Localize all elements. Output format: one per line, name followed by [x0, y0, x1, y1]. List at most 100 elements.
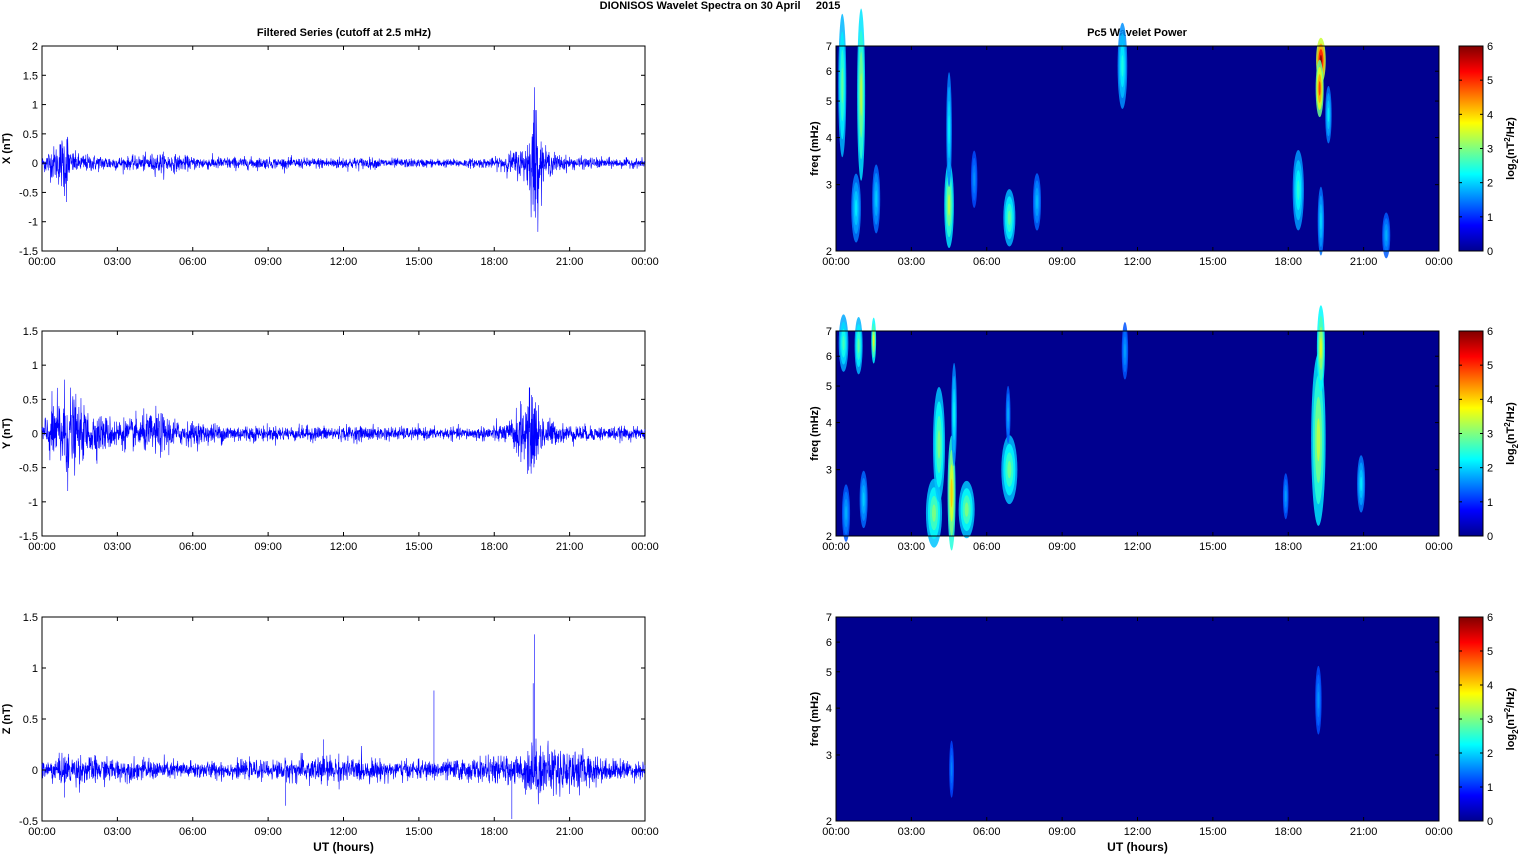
y-tick-label: 1 [32, 663, 38, 675]
colorbar-tick-label: 6 [1487, 41, 1493, 53]
figure-title: DIONISOS Wavelet Spectra on 30 April 201… [600, 0, 841, 12]
colorbar-label: log2(nT2/Hz) [1503, 402, 1520, 465]
y-tick-label: 7 [826, 612, 832, 624]
y-tick-label: 3 [826, 750, 832, 762]
power-feature [873, 334, 875, 347]
y-tick-label: 0.5 [23, 714, 38, 726]
x-tick-label: 12:00 [1124, 826, 1152, 838]
x-tick-label: 00:00 [28, 826, 56, 838]
x-tick-label: 06:00 [179, 256, 207, 268]
power-feature [1320, 212, 1322, 230]
x-tick-label: 12:00 [330, 256, 358, 268]
power-feature [1385, 229, 1388, 242]
x-tick-label: 00:00 [822, 256, 850, 268]
x-tick-label: 12:00 [1124, 256, 1152, 268]
power-feature [842, 335, 845, 351]
y-tick-label: 0 [32, 765, 38, 777]
power-feature [1007, 407, 1009, 422]
x-tick-label: 18:00 [480, 541, 508, 553]
y-tick-label: 1 [32, 360, 38, 372]
y-tick-label: 7 [826, 41, 832, 53]
power-feature [1007, 461, 1012, 479]
y-tick-label: -0.5 [19, 463, 38, 475]
colorbar: 0 1 2 3 4 5 6 log2(nT2/Hz) [1458, 326, 1520, 543]
y-tick-label: 0.5 [23, 394, 38, 406]
colorbar-tick-label: 0 [1487, 816, 1493, 828]
x-tick-label: 12:00 [330, 541, 358, 553]
x-tick-label: 12:00 [330, 826, 358, 838]
y-tick-label: 4 [826, 703, 832, 715]
y-tick-label: 4 [826, 133, 832, 145]
y-tick-label: 1.5 [23, 70, 38, 82]
y-tick-label: 6 [826, 637, 832, 649]
plot-area [41, 616, 646, 822]
x-tick-label: 03:00 [104, 541, 132, 553]
series-trace-z [41, 634, 646, 819]
timeseries-panel-x: -1.5 -1 -0.5 0 0.5 1 1.5 2 00:00 03:00 06:00 09:00 1… [1, 41, 659, 268]
x-tick-label: 09:00 [254, 541, 282, 553]
colorbar: 0 1 2 3 4 5 6 log2(nT2/Hz) [1458, 612, 1520, 828]
colorbar-tick-label: 5 [1487, 75, 1493, 87]
power-feature [1007, 210, 1011, 225]
x-tick-label: 09:00 [1048, 541, 1076, 553]
power-feature [953, 401, 955, 428]
y-axis-label: freq (mHz) [809, 691, 821, 746]
colorbar-tick-label: 4 [1487, 394, 1493, 406]
left-column-title: Filtered Series (cutoff at 2.5 mHz) [257, 27, 432, 39]
y-tick-label: 5 [826, 96, 832, 108]
colorbar-tick-label: 6 [1487, 612, 1493, 624]
colorbar-label: log2(nT2/Hz) [1503, 117, 1520, 180]
x-tick-label: 03:00 [104, 826, 132, 838]
colorbar-tick-label: 3 [1487, 714, 1493, 726]
x-tick-label: 09:00 [254, 256, 282, 268]
colorbar-tick-label: 6 [1487, 326, 1493, 338]
x-tick-label: 03:00 [104, 256, 132, 268]
x-tick-label: 18:00 [480, 256, 508, 268]
colorbar: 0 1 2 3 4 5 6 log2(nT2/Hz) [1458, 41, 1520, 258]
y-tick-label: 7 [826, 326, 832, 338]
x-tick-label: 00:00 [822, 826, 850, 838]
colorbar-gradient [1458, 330, 1484, 537]
x-tick-label: 00:00 [1425, 826, 1453, 838]
wavelet-panel-z: 2 3 4 5 6 7 00:00 03:00 06:00 09:00 12:00 15:00 18:0… [809, 612, 1520, 854]
power-feature [1124, 343, 1126, 359]
power-feature [950, 762, 953, 777]
colorbar-label: log2(nT2/Hz) [1503, 687, 1520, 750]
y-tick-label: 1.5 [23, 326, 38, 338]
y-tick-label: 2 [826, 816, 832, 828]
heatmap-background [836, 617, 1439, 821]
power-feature [1319, 337, 1322, 360]
y-tick-label: -1 [28, 217, 38, 229]
wavelet-panel-x: 2 3 4 5 6 7 00:00 03:00 06:00 09:00 12:00 15:00 18:0… [809, 8, 1520, 268]
y-tick-label: 0 [32, 429, 38, 441]
colorbar-gradient [1458, 45, 1484, 252]
y-axis-label: X (nT) [1, 133, 13, 164]
y-tick-label: -0.5 [19, 187, 38, 199]
x-tick-label: 06:00 [179, 826, 207, 838]
power-feature [950, 478, 953, 508]
y-tick-label: 2 [826, 531, 832, 543]
x-tick-label: 09:00 [1048, 826, 1076, 838]
colorbar-tick-label: 1 [1487, 212, 1493, 224]
power-feature [1327, 107, 1330, 122]
power-feature [1318, 81, 1321, 96]
y-tick-label: 4 [826, 418, 832, 430]
power-feature [973, 172, 975, 187]
power-feature [948, 115, 950, 144]
y-tick-label: 2 [826, 246, 832, 258]
y-axis-label: freq (mHz) [809, 406, 821, 461]
y-tick-label: 0.5 [23, 129, 38, 141]
y-tick-label: 1 [32, 100, 38, 112]
power-feature [875, 190, 878, 208]
power-feature [1317, 691, 1320, 709]
y-axis-label: Z (nT) [1, 703, 13, 734]
colorbar-tick-label: 2 [1487, 748, 1493, 760]
power-feature [947, 194, 951, 216]
x-tick-label: 15:00 [405, 826, 433, 838]
plot-area [41, 45, 646, 252]
colorbar-tick-label: 1 [1487, 782, 1493, 794]
x-tick-label: 18:00 [1274, 256, 1302, 268]
x-tick-label: 00:00 [28, 541, 56, 553]
colorbar-tick-label: 4 [1487, 680, 1493, 692]
